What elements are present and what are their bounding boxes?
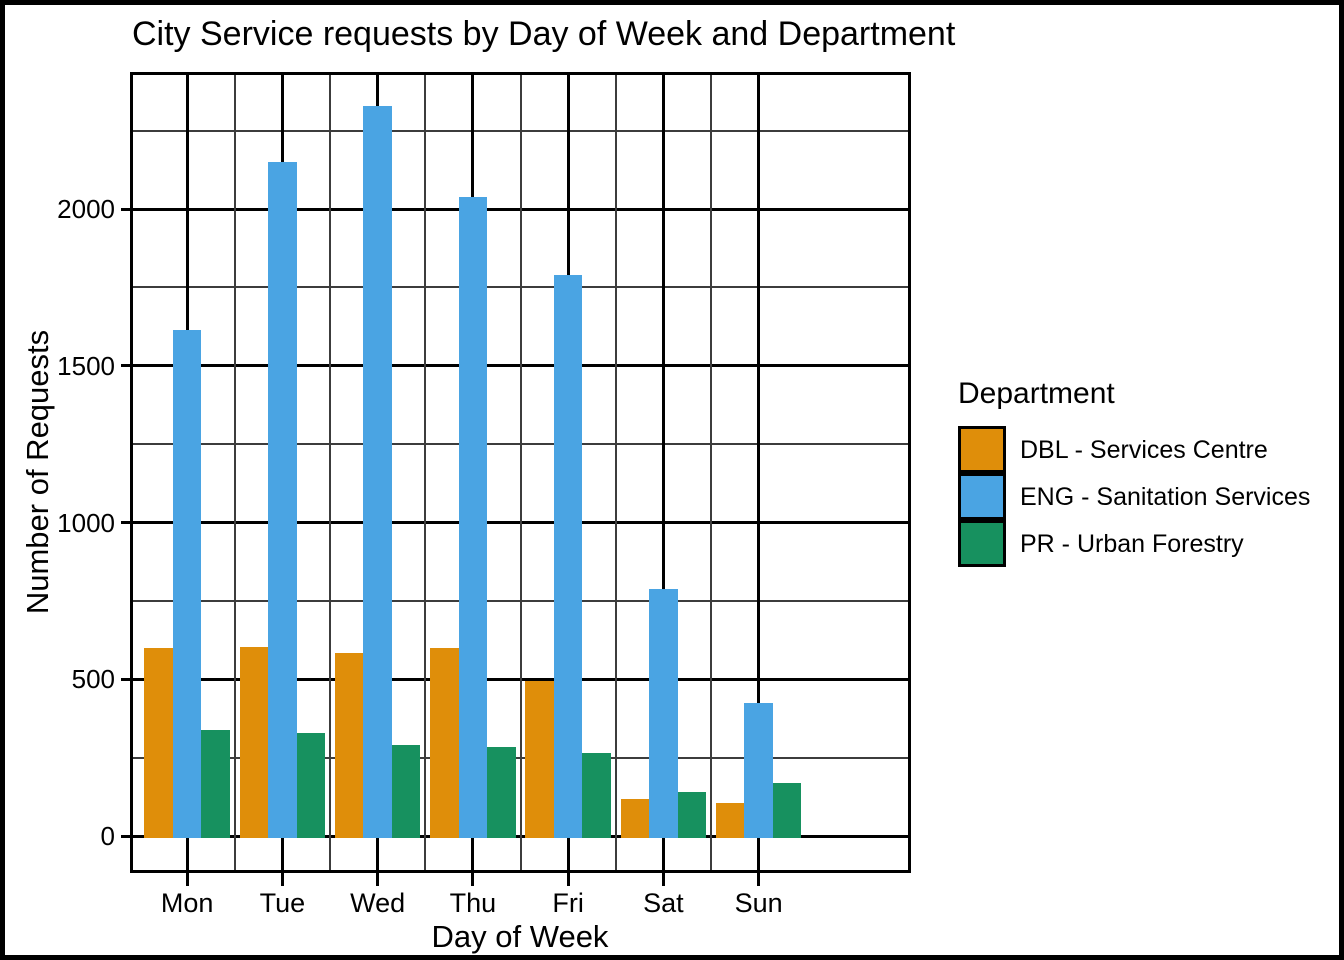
gridline-minor-vertical [519, 72, 522, 873]
x-tick [661, 873, 665, 886]
legend-swatch-pr [958, 519, 1006, 567]
gridline-major-vertical [757, 72, 761, 873]
legend-item: DBL - Services Centre [958, 425, 1339, 474]
bar-Fri-0 [525, 681, 554, 839]
x-tick-label: Sun [734, 888, 783, 918]
chart-title: City Service requests by Day of Week and… [132, 15, 956, 53]
x-tick [185, 873, 189, 886]
bar-Tue-2 [296, 732, 326, 839]
y-tick-label: 1000 [57, 507, 115, 538]
y-tick-label: 1500 [57, 350, 115, 381]
y-tick [121, 364, 130, 368]
gridline-minor-vertical [614, 72, 617, 873]
y-tick [121, 521, 130, 525]
x-tick-label: Wed [350, 888, 406, 918]
x-tick-label: Mon [160, 888, 214, 918]
x-tick-label: Sat [643, 888, 684, 918]
bar-Fri-1 [553, 274, 583, 839]
bar-Sun-2 [772, 782, 802, 839]
bar-Wed-2 [391, 745, 421, 839]
bar-Thu-1 [458, 196, 488, 839]
gridline-minor-vertical [709, 72, 712, 873]
bar-Mon-0 [144, 648, 173, 839]
bar-Tue-0 [239, 646, 269, 839]
x-tick [757, 873, 761, 886]
y-tick [121, 834, 130, 838]
x-tick [280, 873, 284, 886]
bar-Wed-0 [334, 652, 364, 839]
legend-title: Department [958, 377, 1115, 410]
x-tick-label: Fri [552, 888, 584, 918]
legend-swatch-eng [958, 472, 1006, 520]
gridline-minor-vertical [233, 72, 236, 873]
legend-item: ENG - Sanitation Services [958, 472, 1339, 521]
y-tick-label: 2000 [57, 194, 115, 225]
bar-Sun-0 [715, 803, 745, 839]
legend-item: PR - Urban Forestry [958, 519, 1339, 568]
bar-Wed-1 [363, 105, 392, 839]
plot-panel [130, 72, 911, 873]
bar-Thu-2 [487, 746, 516, 839]
gridline-minor-vertical [424, 72, 427, 873]
bar-Fri-2 [582, 753, 611, 839]
x-tick-label: Thu [449, 888, 497, 918]
legend-swatch-dbl [958, 425, 1006, 473]
y-tick [121, 207, 130, 211]
y-axis-title: Number of Requests [20, 329, 55, 615]
gridline-major-vertical [661, 72, 665, 873]
x-tick [376, 873, 380, 886]
legend: Department DBL - Services Centre ENG - S… [958, 377, 1339, 568]
bar-Sat-1 [649, 588, 678, 839]
bar-Mon-2 [201, 729, 230, 839]
y-tick-label: 0 [100, 821, 115, 852]
legend-label: ENG - Sanitation Services [1020, 483, 1311, 511]
gridline-minor-vertical [329, 72, 331, 873]
bar-Mon-1 [172, 329, 202, 839]
bar-Sat-0 [620, 798, 650, 839]
y-tick-label: 500 [71, 664, 115, 695]
legend-label: DBL - Services Centre [1020, 436, 1268, 464]
x-axis-title: Day of Week [431, 919, 609, 954]
x-tick [471, 873, 475, 886]
bar-Sun-1 [744, 703, 773, 839]
x-tick-label: Tue [259, 888, 306, 918]
legend-label: PR - Urban Forestry [1020, 530, 1244, 558]
x-tick [566, 873, 570, 886]
bar-Thu-0 [430, 648, 459, 839]
bar-Sat-2 [677, 792, 707, 839]
y-tick [121, 677, 130, 681]
bar-Tue-1 [268, 162, 297, 839]
